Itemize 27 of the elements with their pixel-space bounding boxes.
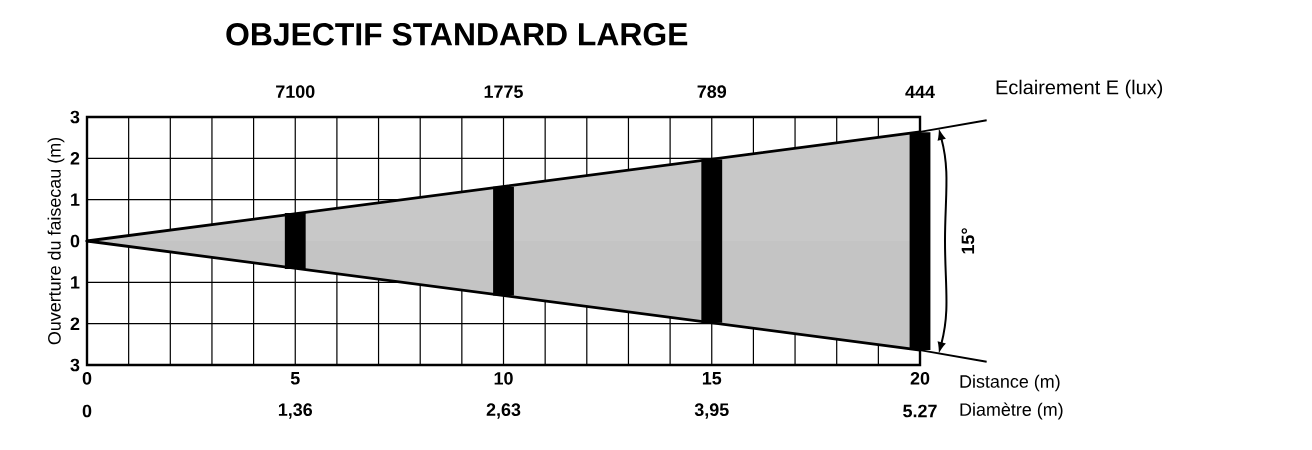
y-tick-label: 2 <box>70 152 80 165</box>
y-tick-label: 2 <box>70 317 80 330</box>
x-axis-title: Distance (m) <box>960 374 1060 392</box>
y-tick-label: 3 <box>70 358 80 372</box>
x-tick-label: 0 <box>82 372 92 385</box>
text: 15° <box>961 228 975 254</box>
text: 1775 <box>484 85 523 98</box>
y-tick-label: 3 <box>70 110 80 124</box>
text: 1,36 <box>278 403 313 419</box>
chart-title: OBJECTIF STANDARD LARGE <box>226 23 688 46</box>
text: 2,63 <box>486 403 521 419</box>
text: 5.27 <box>903 404 937 418</box>
x-tick-label: 20 <box>910 372 930 385</box>
text: 789 <box>697 85 727 98</box>
text: Eclairement E (lux) <box>996 79 1163 99</box>
y-tick-label: 0 <box>70 234 80 248</box>
y-tick-label: 1 <box>71 193 80 206</box>
y-tick-label: 1 <box>71 276 80 289</box>
text: 0 <box>82 404 92 418</box>
x-tick-label: 5 <box>290 372 300 385</box>
text: 3,95 <box>694 403 729 419</box>
x-tick-label: 15 <box>702 372 722 385</box>
text: 7100 <box>276 85 315 98</box>
y-axis-title: Ouverture du faisecau (m) <box>47 137 65 345</box>
x-tick-label: 10 <box>494 372 513 385</box>
text: Diamètre (m) <box>960 402 1063 420</box>
text: 444 <box>905 85 935 98</box>
